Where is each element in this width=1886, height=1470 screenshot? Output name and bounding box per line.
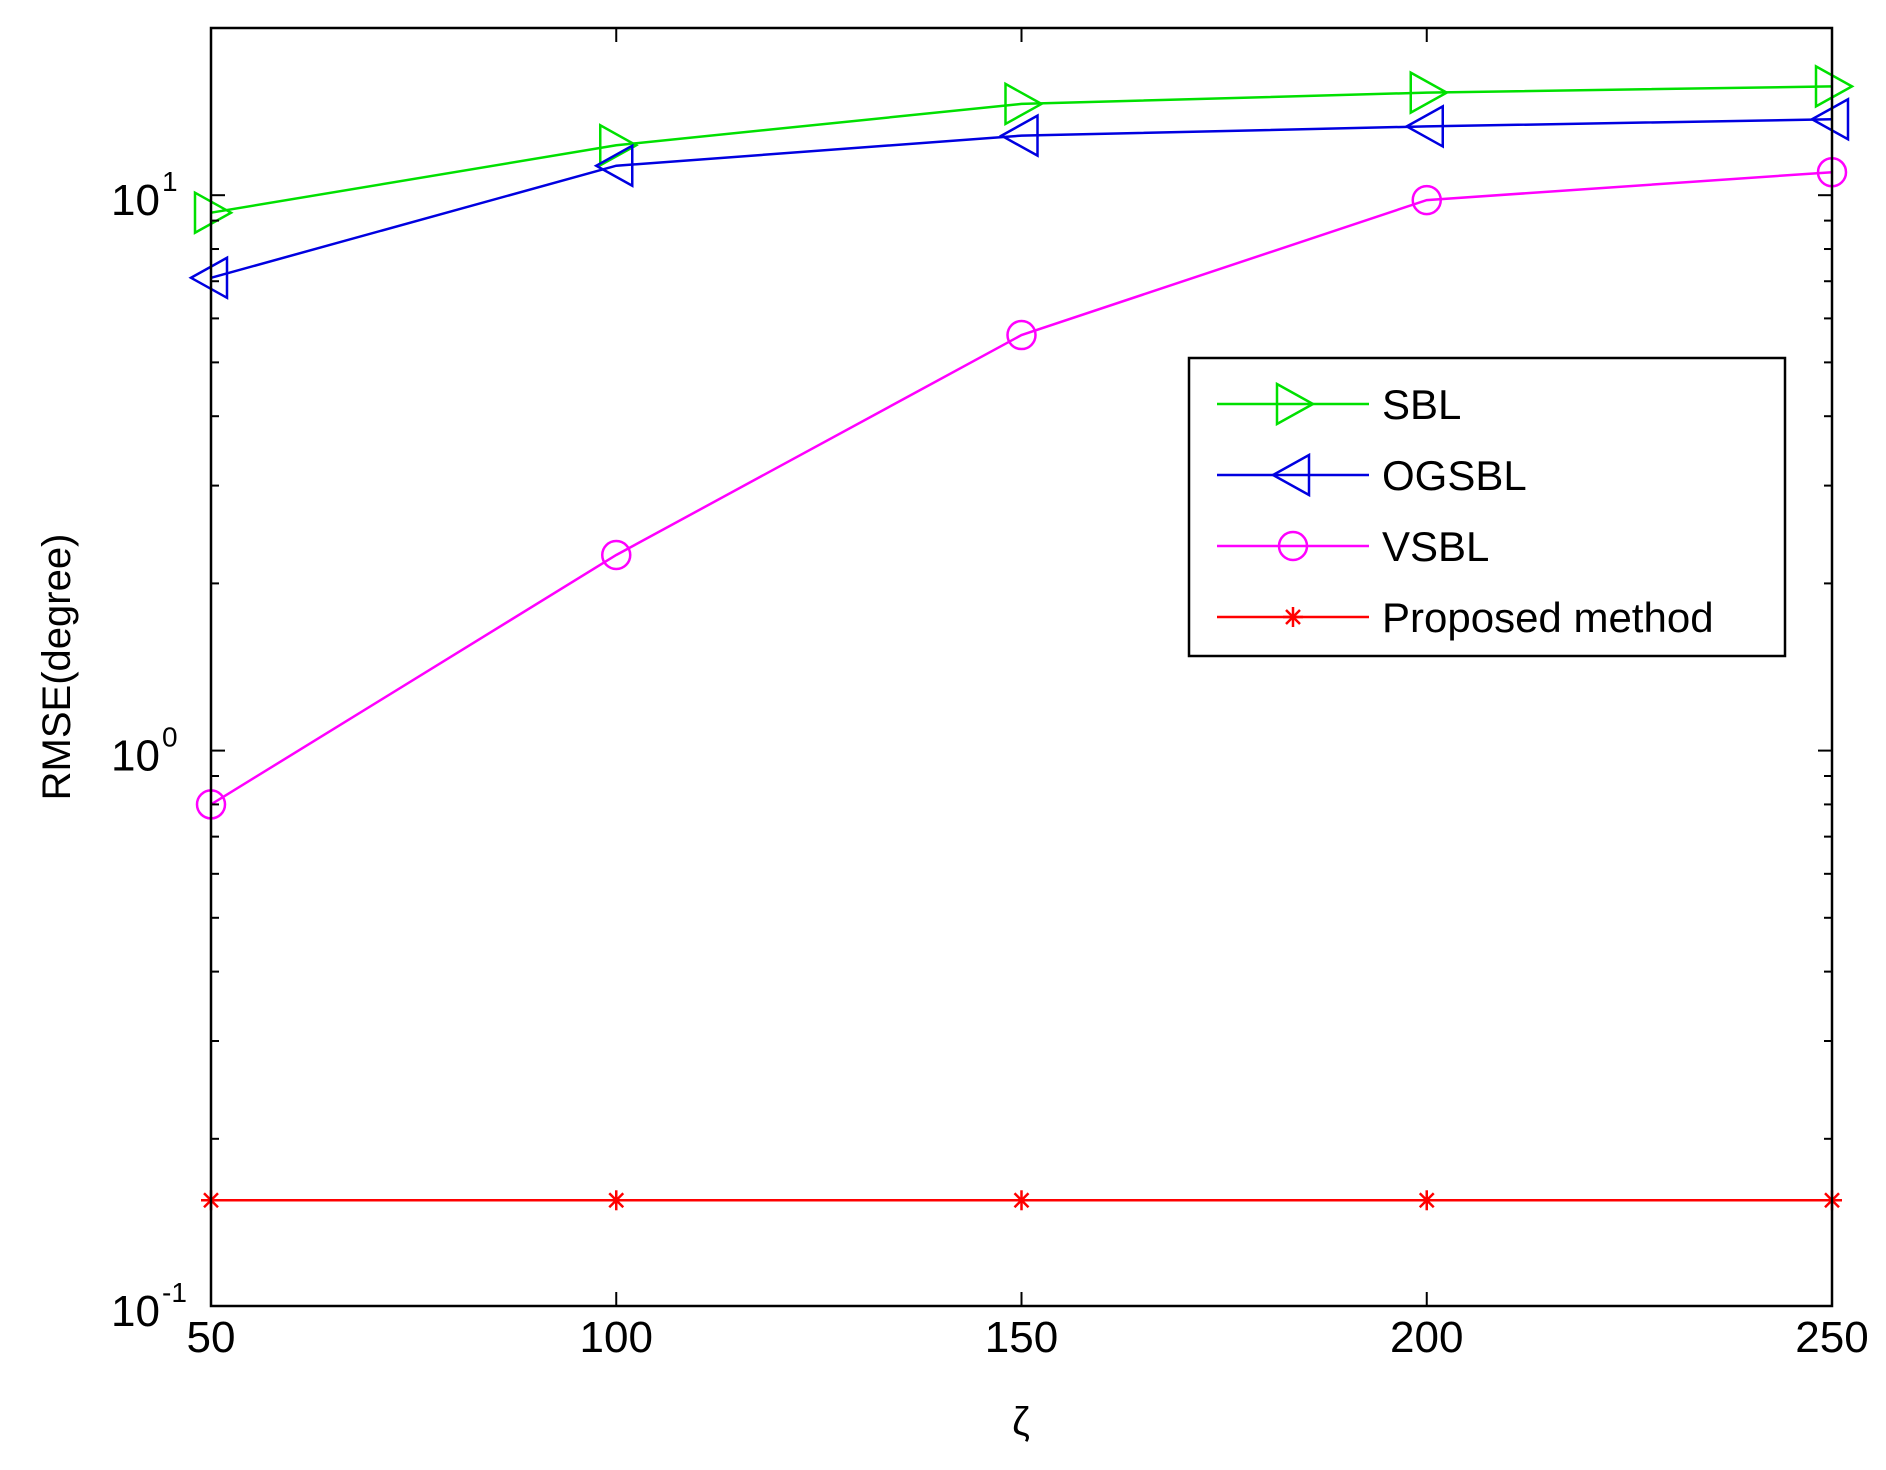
legend-entry: VSBL	[1217, 523, 1489, 570]
y-tick-base: 10	[111, 1287, 160, 1336]
legend-box	[1187, 356, 1787, 658]
legend-label: SBL	[1382, 381, 1461, 428]
data-point	[606, 1190, 627, 1211]
data-point	[188, 255, 229, 300]
x-tick-label: 200	[1390, 1313, 1463, 1362]
series-proposed-method	[201, 1190, 1842, 1211]
y-tick-label: 10 -1	[111, 1277, 187, 1336]
series-sbl	[193, 64, 1855, 235]
legend-entry: OGSBL	[1217, 452, 1527, 499]
data-point	[1409, 70, 1450, 115]
y-tick-label: 10 1	[111, 166, 178, 225]
x-tick-label: 50	[187, 1313, 236, 1362]
data-point	[1416, 1190, 1437, 1211]
data-point	[601, 539, 632, 571]
data-point	[193, 190, 234, 235]
x-tick-label: 150	[985, 1313, 1058, 1362]
data-point	[1006, 319, 1037, 351]
data-point	[1011, 1190, 1032, 1211]
legend-label: VSBL	[1382, 523, 1489, 570]
x-tick-labels: 50 100 150 200 250	[187, 1313, 1869, 1362]
data-point	[1814, 64, 1855, 109]
plot-area	[188, 64, 1855, 1211]
series-line	[210, 85, 1833, 214]
legend-marker	[1283, 607, 1303, 627]
data-point	[1404, 104, 1444, 149]
data-point	[1004, 81, 1045, 127]
data-point	[998, 113, 1039, 158]
x-tick-label: 100	[580, 1313, 653, 1362]
data-point	[1809, 97, 1850, 142]
y-tick-exponent: 0	[162, 722, 178, 753]
y-tick-base: 10	[111, 732, 160, 781]
y-axis-label: RMSE(degree)	[35, 534, 79, 801]
data-point	[593, 143, 634, 188]
y-tick-base: 10	[111, 176, 160, 225]
legend-entry: SBL	[1217, 381, 1461, 428]
data-point	[1411, 184, 1442, 216]
series-line	[210, 118, 1833, 280]
axes-frame	[209, 26, 1834, 1308]
series-line	[210, 170, 1833, 806]
y-tick-exponent: 1	[162, 166, 178, 197]
axis-ticks	[210, 27, 1833, 1307]
legend-marker	[1277, 530, 1309, 562]
y-tick-exponent: -1	[162, 1277, 187, 1308]
legend-label: OGSBL	[1382, 452, 1527, 499]
legend-marker	[1270, 452, 1311, 498]
legend: SBL OGSBL VSBL Proposed method	[1187, 356, 1787, 658]
legend-label: Proposed method	[1382, 594, 1714, 641]
series-ogsbl	[188, 97, 1850, 300]
y-tick-label: 10 0	[111, 722, 178, 781]
legend-entry: Proposed method	[1217, 594, 1714, 641]
x-axis-label: ζ	[1012, 1400, 1030, 1444]
data-point	[599, 123, 639, 168]
x-tick-label: 250	[1795, 1313, 1868, 1362]
legend-marker	[1275, 381, 1316, 427]
